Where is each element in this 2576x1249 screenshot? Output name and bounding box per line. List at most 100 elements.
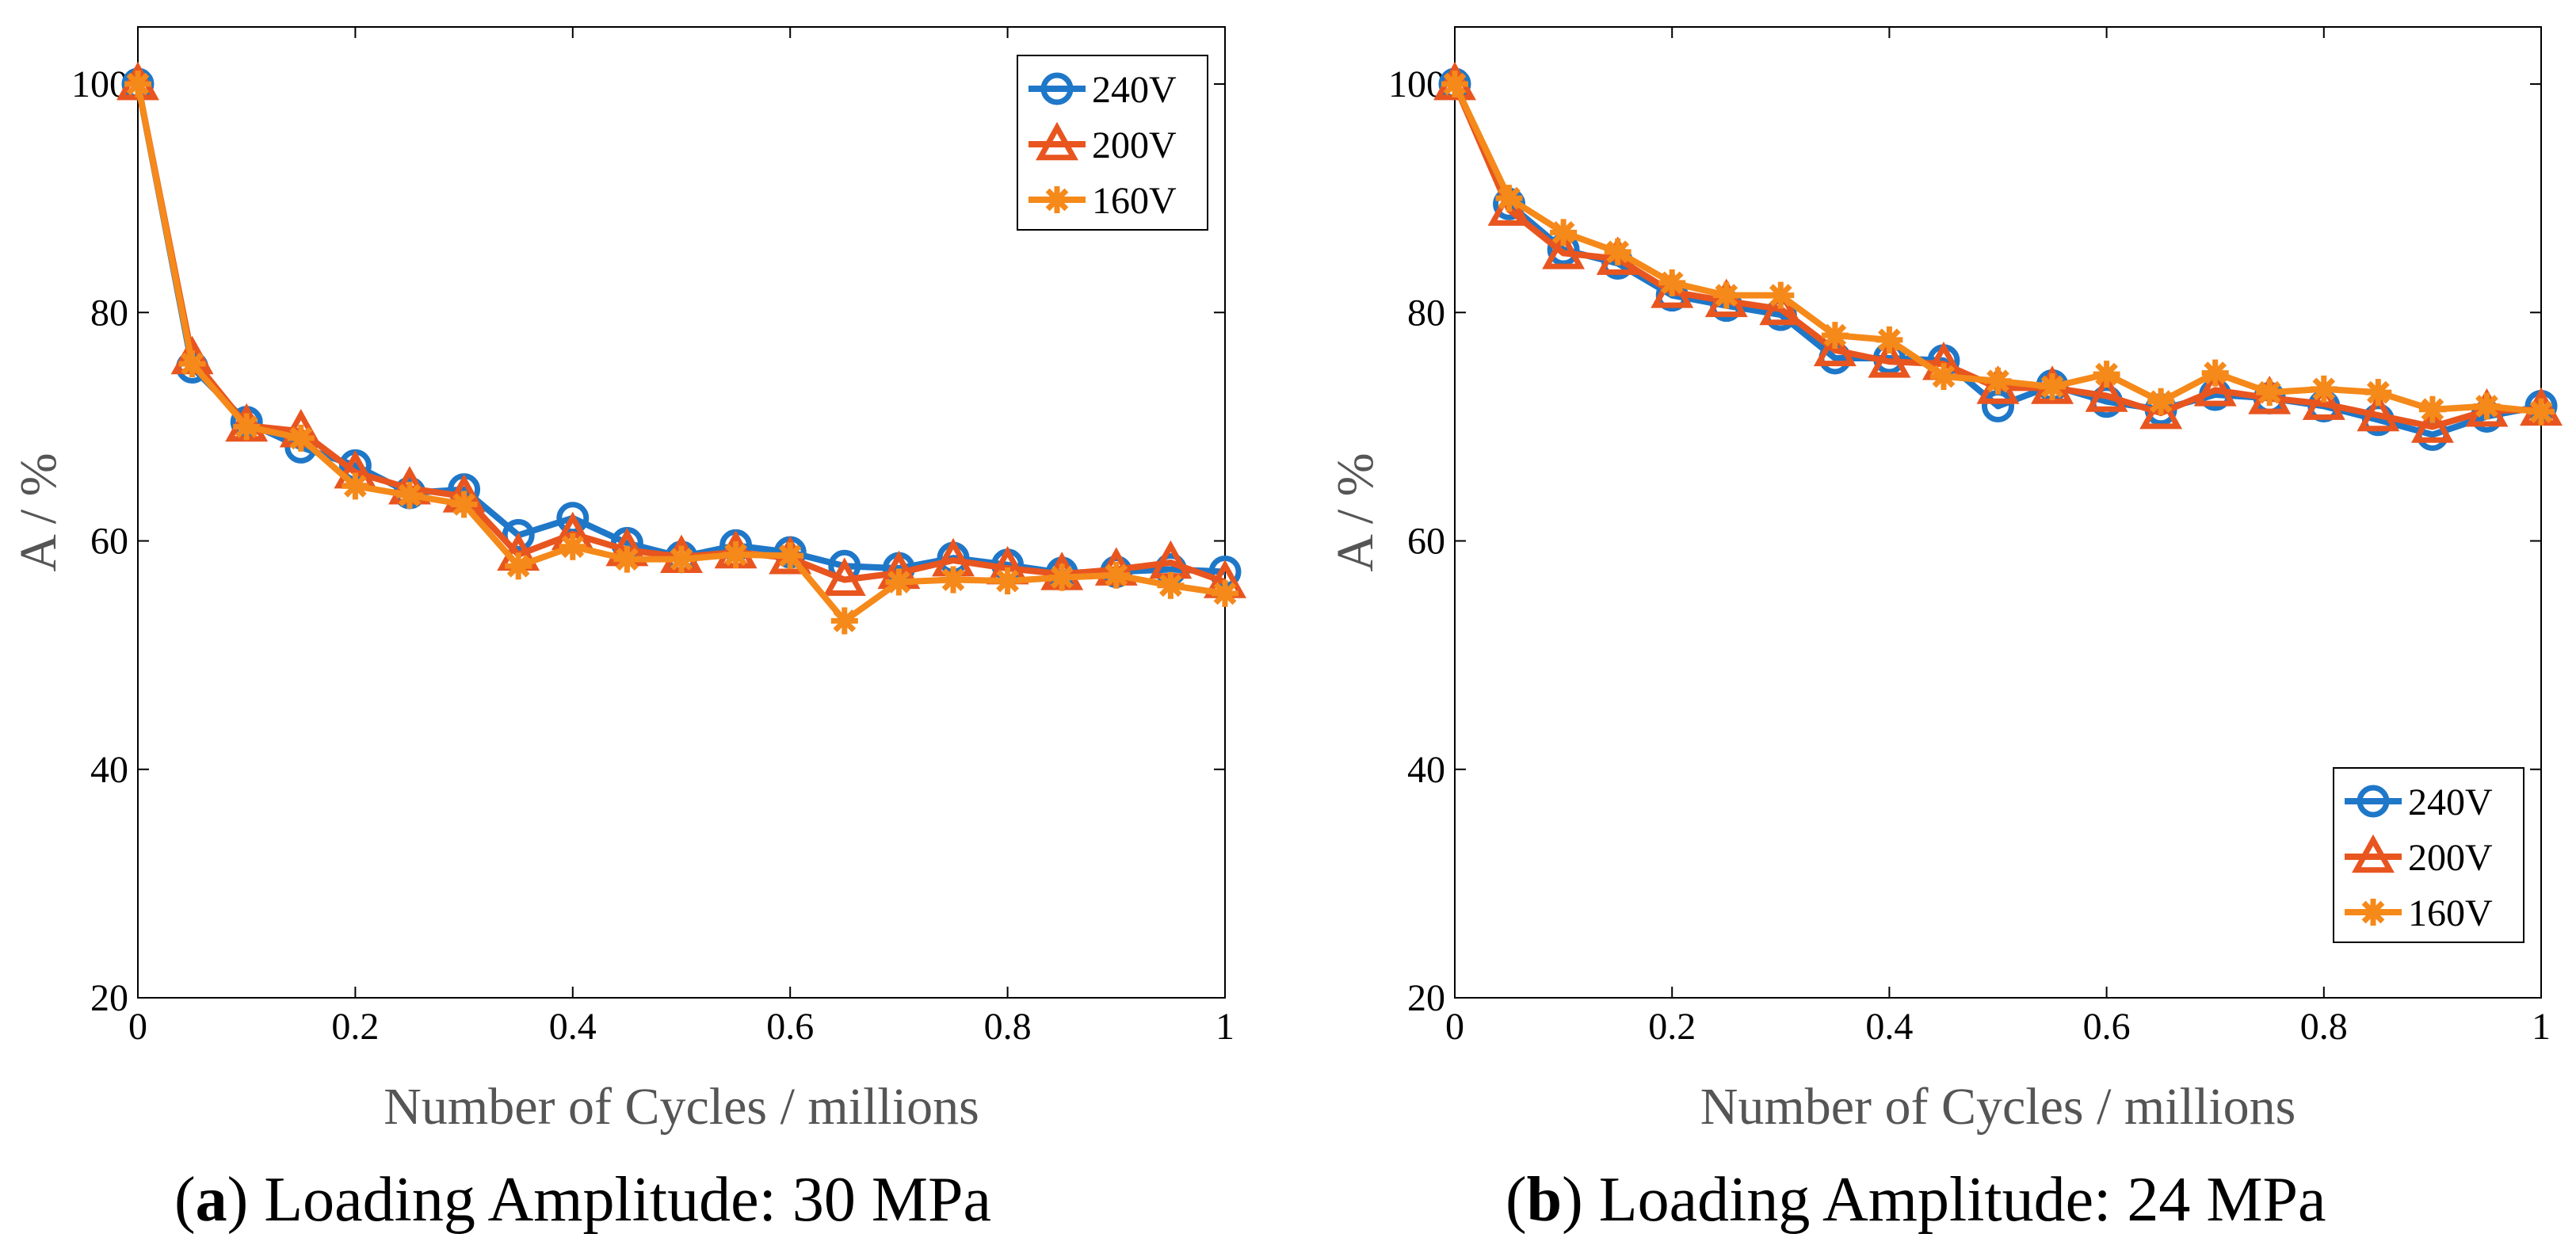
legend: 240V 200V 160V — [2333, 767, 2524, 943]
legend-marker-200V — [1036, 121, 1078, 161]
data-point-160V — [830, 607, 858, 635]
data-point-160V — [2039, 372, 2067, 400]
x-tick-label: 0.2 — [331, 1006, 379, 1048]
y-axis-title: A / % — [10, 453, 67, 571]
legend-entry-200V: 200V — [2345, 834, 2493, 879]
data-point-160V — [1984, 367, 2012, 395]
legend: 240V 200V 160V — [1017, 55, 1208, 231]
y-tick-label: 80 — [90, 292, 128, 334]
data-point-200V — [2302, 381, 2345, 420]
y-tick-label: 40 — [1407, 749, 1445, 791]
data-point-160V — [1441, 71, 1468, 98]
data-point-160V — [505, 552, 532, 580]
data-point-160V — [1821, 322, 1849, 349]
x-tick-label: 0.8 — [2300, 1006, 2348, 1048]
data-point-160V — [124, 71, 151, 98]
data-point-160V — [1712, 281, 1740, 309]
data-point-200V — [1704, 278, 1748, 318]
data-point-200V — [2248, 376, 2292, 414]
x-tick-label: 0 — [128, 1006, 147, 1048]
data-point-200V — [2085, 373, 2128, 412]
data-point-160V — [2418, 395, 2446, 423]
data-point-160V — [2093, 361, 2120, 388]
legend-marker-160V — [2360, 899, 2387, 926]
caption-letter: b — [1527, 1165, 1563, 1235]
legend-label: 200V — [2408, 837, 2493, 879]
legend-entry-240V: 240V — [1028, 69, 1177, 111]
data-point-160V — [1550, 219, 1578, 246]
x-tick-label: 0 — [1445, 1006, 1464, 1048]
data-point-200V — [1759, 286, 1803, 326]
y-axis-title: A / % — [1326, 453, 1384, 571]
legend-entry-160V: 160V — [1028, 180, 1177, 222]
data-point-160V — [668, 545, 695, 573]
data-point-160V — [287, 424, 315, 452]
data-point-200V — [2410, 404, 2454, 443]
data-point-160V — [2364, 379, 2392, 407]
data-point-160V — [613, 545, 641, 573]
data-point-160V — [1157, 571, 1185, 599]
data-point-200V — [2193, 368, 2237, 407]
legend-marker-160V — [1044, 186, 1070, 213]
legend-marker-200V — [2352, 834, 2395, 873]
x-tick-label: 0.4 — [549, 1006, 597, 1048]
data-point-160V — [1495, 185, 1523, 212]
y-tick-label: 60 — [1407, 521, 1445, 563]
legend-marker-240V — [1040, 72, 1074, 105]
panel-caption: (b) Loading Amplitude: 24 MPa — [1506, 1165, 2326, 1235]
x-tick-label: 0.6 — [766, 1006, 814, 1048]
x-axis-title: Number of Cycles / millions — [384, 1078, 979, 1136]
data-point-160V — [1102, 561, 1130, 589]
data-point-160V — [1876, 326, 1903, 353]
caption-open-paren: ( — [1506, 1165, 1527, 1235]
caption-text: ) Loading Amplitude: 30 MPa — [227, 1165, 991, 1235]
data-point-160V — [233, 413, 261, 441]
y-tick-label: 40 — [90, 749, 128, 791]
data-point-160V — [1604, 238, 1631, 265]
plot-area — [137, 26, 1226, 999]
x-tick-label: 0.4 — [1865, 1006, 1913, 1048]
data-point-160V — [994, 567, 1021, 594]
series-160V — [124, 71, 1238, 635]
data-point-240V — [502, 518, 535, 552]
caption-letter: a — [196, 1165, 227, 1235]
x-tick-label: 0.8 — [984, 1006, 1032, 1048]
x-axis-title: Number of Cycles / millions — [1700, 1078, 2296, 1136]
series-160V — [1441, 71, 2555, 426]
data-point-160V — [342, 472, 369, 500]
data-point-160V — [1767, 281, 1795, 309]
data-point-160V — [940, 566, 967, 594]
series-layer — [1433, 61, 2563, 451]
y-tick-label: 80 — [1407, 292, 1445, 334]
legend-label: 240V — [2408, 781, 2493, 823]
data-point-160V — [1929, 363, 1957, 390]
data-point-160V — [2256, 379, 2284, 407]
data-point-160V — [396, 481, 423, 509]
legend-entry-240V: 240V — [2345, 781, 2493, 823]
legend-entry-160V: 160V — [2345, 892, 2493, 934]
data-point-160V — [2473, 392, 2501, 420]
series-layer — [116, 61, 1246, 635]
data-point-200V — [1813, 327, 1857, 367]
x-tick-label: 0.6 — [2083, 1006, 2131, 1048]
x-tick-label: 0.2 — [1648, 1006, 1696, 1048]
y-tick-label: 60 — [90, 521, 128, 563]
legend-marker-240V — [2357, 785, 2390, 818]
data-point-160V — [1212, 579, 1238, 607]
data-point-160V — [722, 540, 750, 568]
y-tick-label: 20 — [90, 977, 128, 1019]
data-point-160V — [777, 542, 804, 570]
legend-label: 160V — [2408, 892, 2493, 934]
x-tick-label: 1 — [2532, 1006, 2551, 1048]
data-point-160V — [2528, 398, 2555, 426]
data-point-160V — [559, 533, 586, 560]
data-point-160V — [2201, 359, 2229, 387]
caption-text: ) Loading Amplitude: 24 MPa — [1562, 1165, 2326, 1235]
legend-label: 240V — [1092, 69, 1177, 111]
legend-label: 200V — [1092, 124, 1177, 166]
data-point-160V — [1048, 563, 1076, 591]
plot-area — [1454, 26, 2542, 999]
y-tick-label: 20 — [1407, 977, 1445, 1019]
